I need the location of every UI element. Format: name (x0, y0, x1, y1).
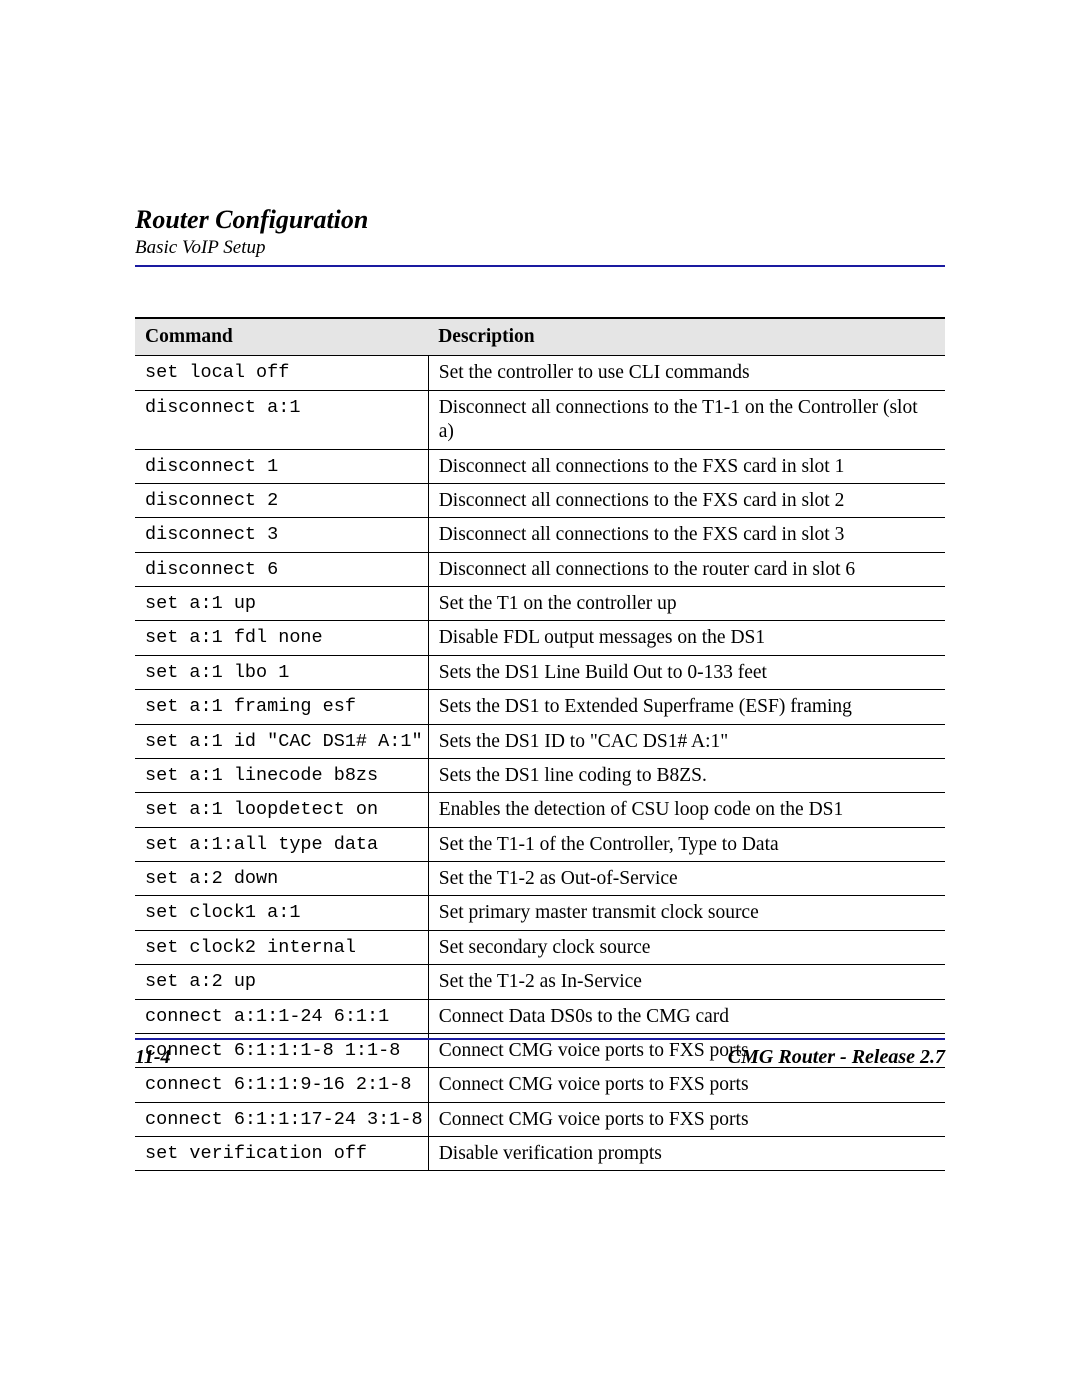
table-row: set a:1 loopdetect onEnables the detecti… (135, 793, 945, 827)
command-cell: set a:1:all type data (135, 827, 428, 861)
description-cell: Connect CMG voice ports to FXS ports (428, 1102, 945, 1136)
release-label: CMG Router - Release 2.7 (728, 1046, 945, 1069)
description-cell: Set primary master transmit clock source (428, 896, 945, 930)
command-cell: disconnect 1 (135, 449, 428, 483)
description-cell: Disconnect all connections to the FXS ca… (428, 483, 945, 517)
table-row: set verification offDisable verification… (135, 1137, 945, 1171)
command-cell: connect 6:1:1:9-16 2:1-8 (135, 1068, 428, 1102)
document-page: Router Configuration Basic VoIP Setup Co… (0, 0, 1080, 1397)
table-row: connect a:1:1-24 6:1:1Connect Data DS0s … (135, 999, 945, 1033)
description-cell: Connect CMG voice ports to FXS ports (428, 1068, 945, 1102)
description-cell: Set the controller to use CLI commands (428, 356, 945, 390)
command-cell: set a:1 loopdetect on (135, 793, 428, 827)
description-cell: Enables the detection of CSU loop code o… (428, 793, 945, 827)
command-cell: set a:1 up (135, 587, 428, 621)
table-row: set a:1 linecode b8zsSets the DS1 line c… (135, 758, 945, 792)
table-row: set a:1:all type dataSet the T1-1 of the… (135, 827, 945, 861)
description-cell: Set secondary clock source (428, 930, 945, 964)
column-header-description: Description (428, 318, 945, 356)
table-row: set a:1 lbo 1Sets the DS1 Line Build Out… (135, 655, 945, 689)
command-cell: disconnect 2 (135, 483, 428, 517)
description-cell: Set the T1-2 as Out-of-Service (428, 862, 945, 896)
command-cell: disconnect a:1 (135, 390, 428, 449)
description-cell: Disable FDL output messages on the DS1 (428, 621, 945, 655)
command-cell: set verification off (135, 1137, 428, 1171)
description-cell: Set the T1-2 as In-Service (428, 965, 945, 999)
table-row: set clock2 internalSet secondary clock s… (135, 930, 945, 964)
command-cell: connect a:1:1-24 6:1:1 (135, 999, 428, 1033)
description-cell: Connect Data DS0s to the CMG card (428, 999, 945, 1033)
table-row: set a:2 upSet the T1-2 as In-Service (135, 965, 945, 999)
description-cell: Sets the DS1 Line Build Out to 0-133 fee… (428, 655, 945, 689)
command-cell: set clock1 a:1 (135, 896, 428, 930)
table-row: disconnect 1Disconnect all connections t… (135, 449, 945, 483)
command-cell: set local off (135, 356, 428, 390)
footer-rule (135, 1038, 945, 1040)
command-cell: set a:1 framing esf (135, 690, 428, 724)
table-row: disconnect 2Disconnect all connections t… (135, 483, 945, 517)
table-row: disconnect a:1Disconnect all connections… (135, 390, 945, 449)
command-cell: set a:2 up (135, 965, 428, 999)
table-row: connect 6:1:1:17-24 3:1-8Connect CMG voi… (135, 1102, 945, 1136)
table-row: connect 6:1:1:9-16 2:1-8Connect CMG voic… (135, 1068, 945, 1102)
description-cell: Set the T1-1 of the Controller, Type to … (428, 827, 945, 861)
table-row: set clock1 a:1Set primary master transmi… (135, 896, 945, 930)
command-cell: set a:1 id "CAC DS1# A:1" (135, 724, 428, 758)
command-cell: set a:1 lbo 1 (135, 655, 428, 689)
table-row: set a:1 id "CAC DS1# A:1"Sets the DS1 ID… (135, 724, 945, 758)
description-cell: Set the T1 on the controller up (428, 587, 945, 621)
command-cell: disconnect 3 (135, 518, 428, 552)
description-cell: Sets the DS1 ID to "CAC DS1# A:1" (428, 724, 945, 758)
command-cell: connect 6:1:1:17-24 3:1-8 (135, 1102, 428, 1136)
description-cell: Sets the DS1 line coding to B8ZS. (428, 758, 945, 792)
command-cell: set a:2 down (135, 862, 428, 896)
footer-row: 11-4 CMG Router - Release 2.7 (135, 1046, 945, 1069)
description-cell: Disconnect all connections to the FXS ca… (428, 449, 945, 483)
table-row: set a:1 framing esfSets the DS1 to Exten… (135, 690, 945, 724)
table-row: set a:1 upSet the T1 on the controller u… (135, 587, 945, 621)
description-cell: Sets the DS1 to Extended Superframe (ESF… (428, 690, 945, 724)
table-row: set a:2 downSet the T1-2 as Out-of-Servi… (135, 862, 945, 896)
page-subtitle: Basic VoIP Setup (135, 237, 945, 259)
page-number: 11-4 (135, 1046, 171, 1069)
description-cell: Disconnect all connections to the T1-1 o… (428, 390, 945, 449)
command-cell: set clock2 internal (135, 930, 428, 964)
table-row: disconnect 3Disconnect all connections t… (135, 518, 945, 552)
description-cell: Disconnect all connections to the FXS ca… (428, 518, 945, 552)
table-header-row: Command Description (135, 318, 945, 356)
command-cell: set a:1 fdl none (135, 621, 428, 655)
page-title: Router Configuration (135, 205, 945, 235)
description-cell: Disconnect all connections to the router… (428, 552, 945, 586)
header-rule (135, 265, 945, 267)
table-row: set a:1 fdl noneDisable FDL output messa… (135, 621, 945, 655)
table-row: set local offSet the controller to use C… (135, 356, 945, 390)
command-cell: disconnect 6 (135, 552, 428, 586)
command-cell: set a:1 linecode b8zs (135, 758, 428, 792)
column-header-command: Command (135, 318, 428, 356)
page-footer: 11-4 CMG Router - Release 2.7 (135, 1038, 945, 1069)
table-row: disconnect 6Disconnect all connections t… (135, 552, 945, 586)
description-cell: Disable verification prompts (428, 1137, 945, 1171)
